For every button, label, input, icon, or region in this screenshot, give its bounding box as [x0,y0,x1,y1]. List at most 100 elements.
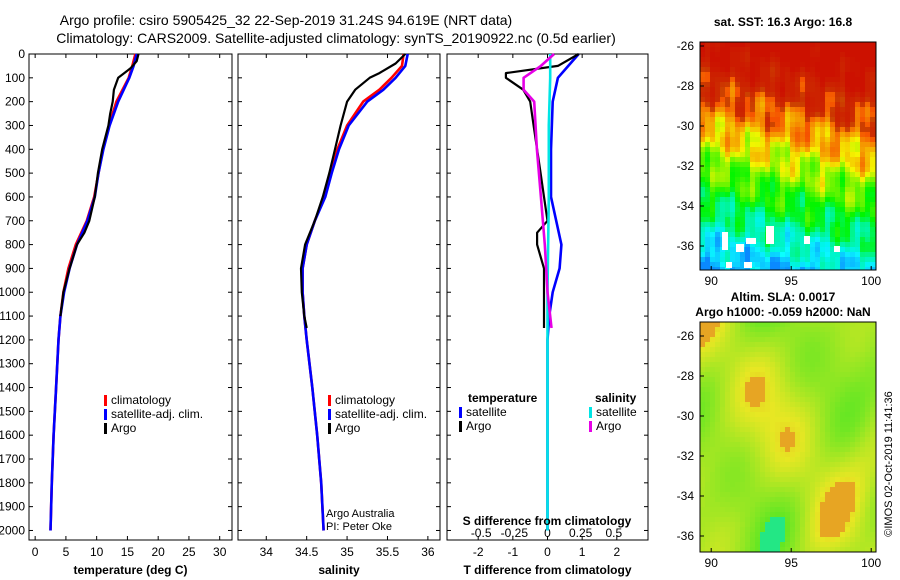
map-cell [760,327,766,333]
map-cell [720,172,726,178]
map-cell [725,82,731,88]
map-cell [795,87,801,93]
map-cell [790,522,796,528]
map-cell [715,147,721,153]
map-cell [735,477,741,483]
map-cell [770,342,776,348]
map-cell [855,197,861,203]
map-cell [790,242,796,248]
map-cell [770,72,776,78]
map-cell [760,57,766,63]
map-cell [780,382,786,388]
map-cell [870,67,876,73]
map-cell [860,67,866,73]
map-cell [790,367,796,373]
map-cell [755,382,761,388]
map-cell [850,472,856,478]
map-cell [745,187,751,193]
map-cell [705,57,711,63]
map-cell [865,422,871,428]
map-cell [845,252,851,258]
map-cell [780,337,786,343]
map-cell [785,192,791,198]
map-cell [780,322,786,328]
map-cell [740,417,746,423]
map-cell [850,362,856,368]
map-cell [815,442,821,448]
map-cell [780,402,786,408]
map-cell [835,387,841,393]
map-cell [870,182,876,188]
map-cell [805,132,811,138]
map-cell [810,242,816,248]
map-cell [730,102,736,108]
map-cell [705,132,711,138]
map-cell [720,107,726,113]
map-cell [715,252,721,258]
map-cell [710,352,716,358]
map-cell [750,217,756,223]
map-cell [840,497,846,503]
map-cell [725,162,731,168]
map-cell [835,152,841,158]
map-cell [865,357,871,363]
map-cell [825,192,831,198]
map-cell [785,237,791,243]
map-cell [765,187,771,193]
map-cell [770,42,776,48]
map-cell [855,502,861,508]
map-cell [730,132,736,138]
map-cell [850,112,856,118]
map-cell [815,542,821,548]
map-cell [860,522,866,528]
map-cell [850,377,856,383]
map-cell [860,57,866,63]
diff-series-line-2 [546,54,552,531]
map-cell [745,132,751,138]
map-cell [725,462,731,468]
map-cell [705,202,711,208]
map-cell [860,157,866,163]
map-cell [800,447,806,453]
map-cell [755,197,761,203]
map-cell [800,57,806,63]
map-cell [800,222,806,228]
map-cell [770,377,776,383]
map-cell [820,442,826,448]
map-cell [840,202,846,208]
map-cell [820,157,826,163]
map-cell [795,217,801,223]
map-cell [835,82,841,88]
map-cell [725,127,731,133]
map-cell [800,507,806,513]
map-cell [775,512,781,518]
map-cell [855,57,861,63]
map-cell [730,152,736,158]
map-cell [730,477,736,483]
map-cell [785,232,791,238]
map-cell [785,92,791,98]
map-cell [790,147,796,153]
map-cell [755,122,761,128]
map-cell [805,162,811,168]
map-cell [860,337,866,343]
map-cell [775,452,781,458]
map-cell [835,132,841,138]
map-cell [755,422,761,428]
map-cell [720,207,726,213]
map-cell [770,437,776,443]
map-cell [805,97,811,103]
map-cell [785,497,791,503]
map-cell [810,342,816,348]
map-cell [765,137,771,143]
map-cell [845,132,851,138]
map-cell [750,512,756,518]
map-cell [840,152,846,158]
map-cell [815,202,821,208]
map-cell [700,447,706,453]
map-cell [820,97,826,103]
map-cell [850,337,856,343]
map-cell [790,327,796,333]
map-cell [750,62,756,68]
map-cell [760,497,766,503]
